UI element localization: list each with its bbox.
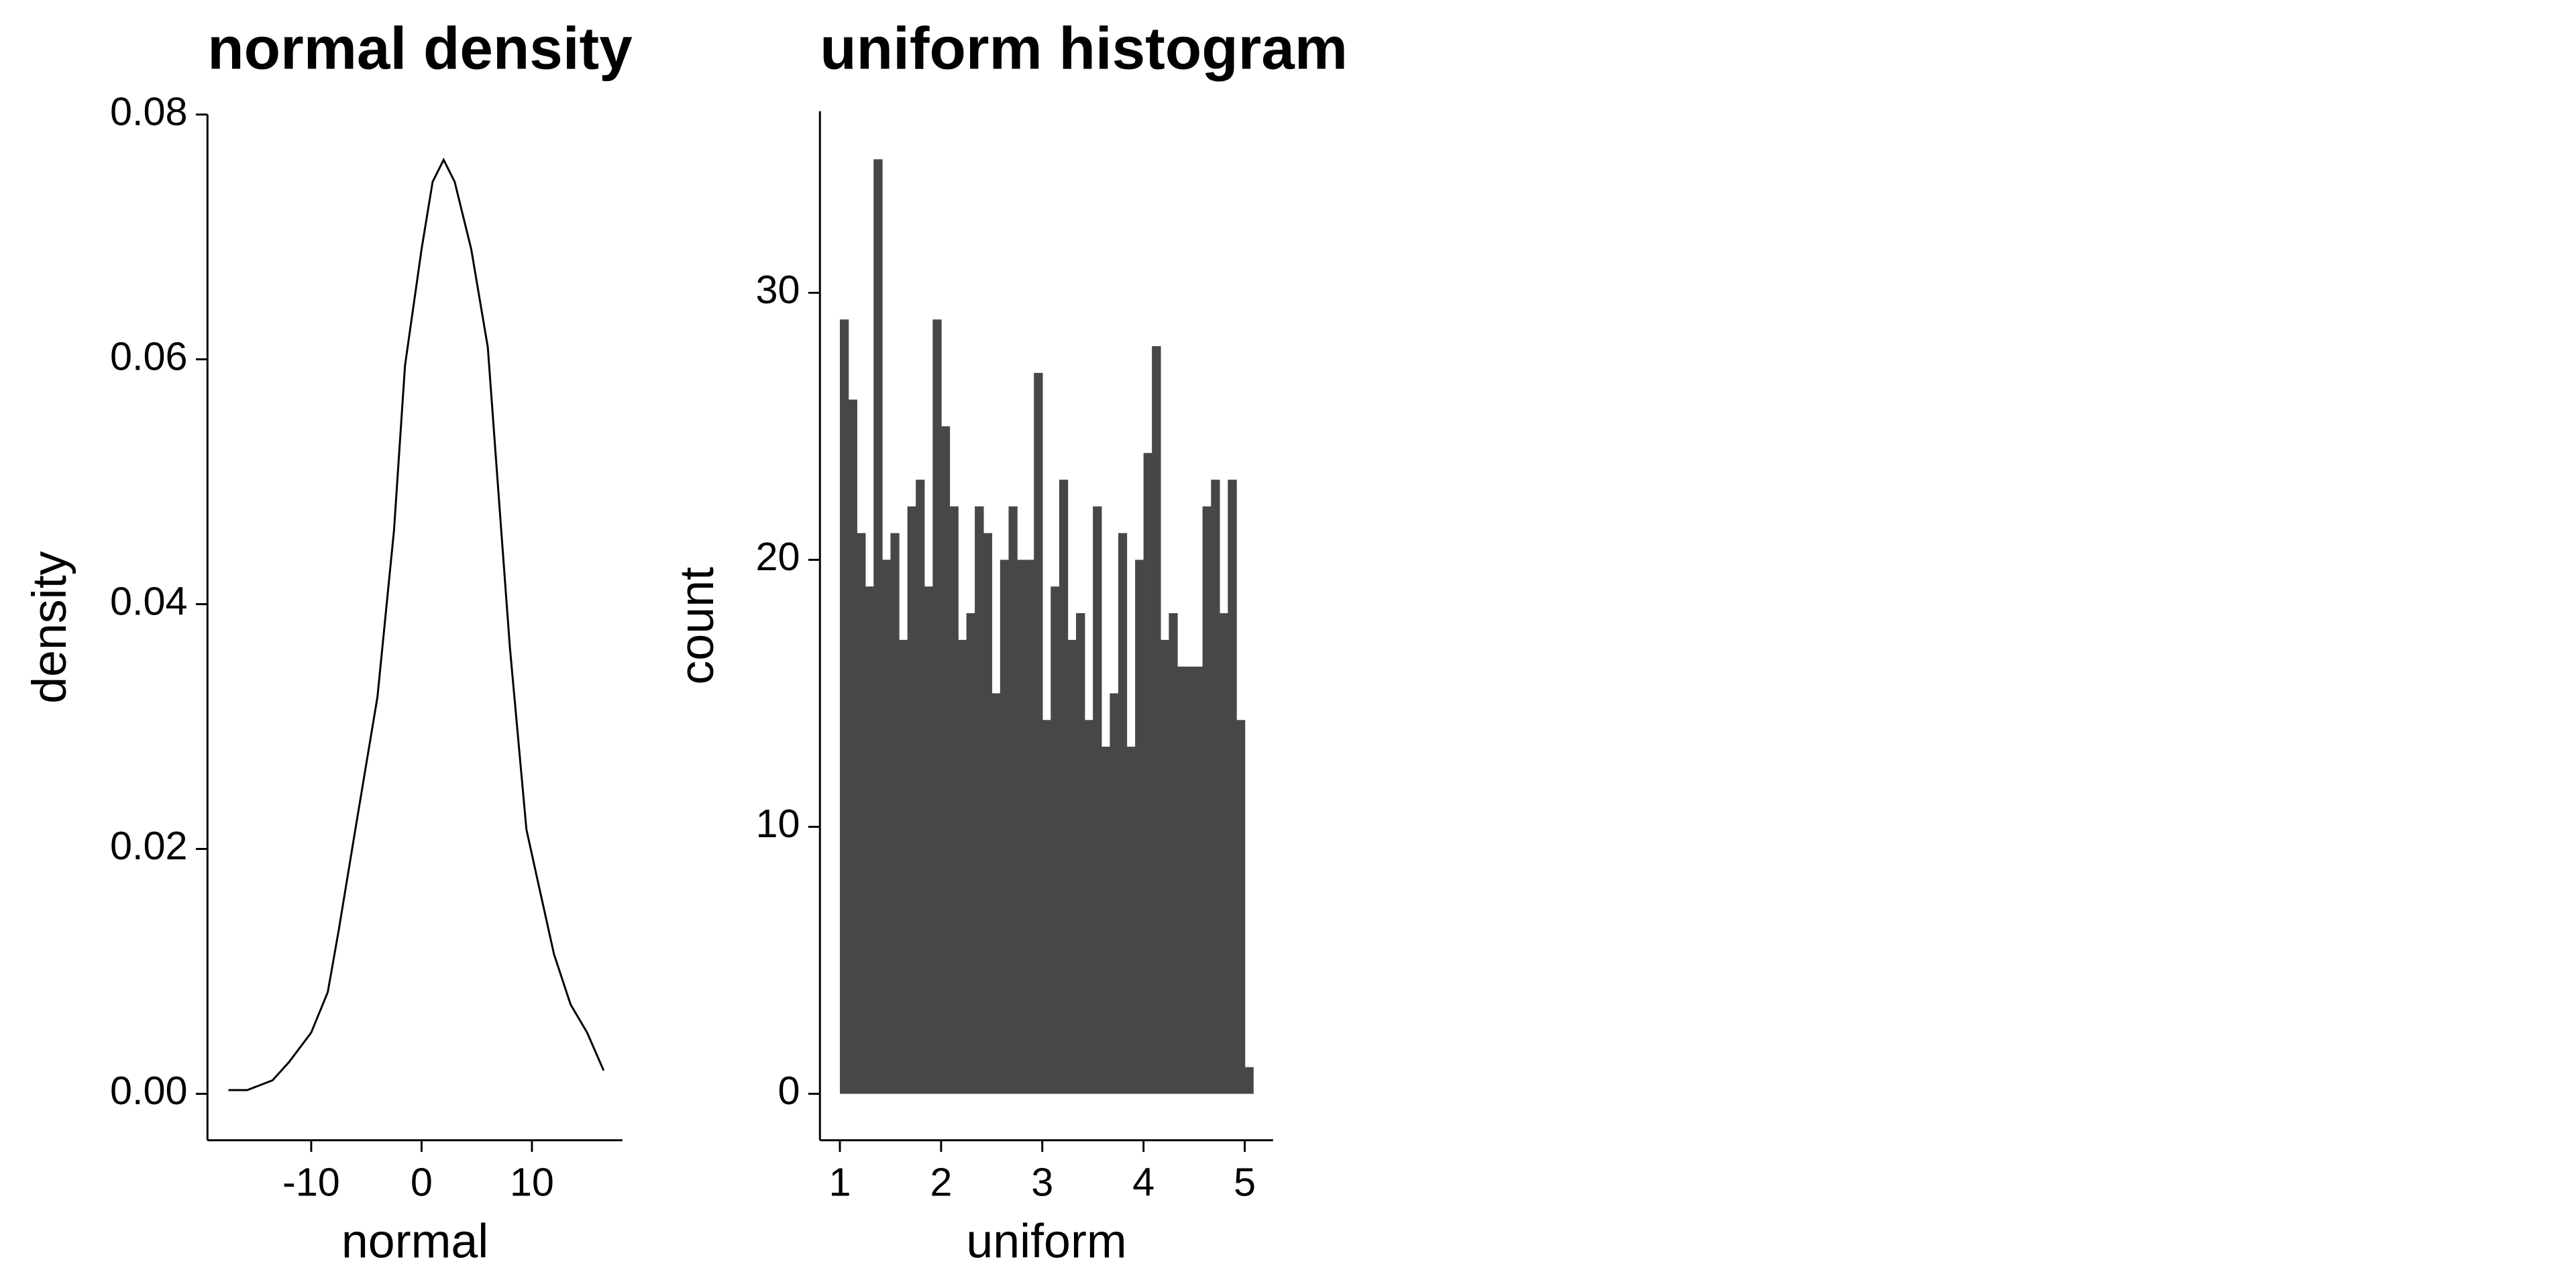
x-axis-label: uniform — [966, 1215, 1126, 1269]
x-tick-label: 2 — [930, 1159, 952, 1204]
histogram-bar — [1042, 720, 1052, 1094]
histogram-bar — [991, 693, 1001, 1094]
histogram-bar — [865, 586, 874, 1094]
x-tick-label: 1 — [828, 1159, 851, 1204]
histogram-bar — [1101, 747, 1111, 1094]
histogram-bar — [983, 533, 993, 1094]
y-tick-label: 10 — [756, 801, 800, 846]
chart-title: uniform histogram — [820, 15, 1348, 82]
x-tick-label: 3 — [1031, 1159, 1053, 1204]
histogram-bar — [975, 506, 984, 1094]
histogram-bar — [949, 506, 959, 1094]
histogram-bar — [848, 399, 857, 1094]
histogram-bar — [907, 506, 916, 1094]
histogram-bar — [1236, 720, 1246, 1094]
x-axis-label: normal — [341, 1215, 488, 1269]
histogram-bar — [1110, 693, 1119, 1094]
histogram-bar — [1219, 613, 1229, 1094]
histogram-bar — [1008, 506, 1018, 1094]
histogram-bar — [890, 533, 900, 1094]
histogram-bar — [941, 426, 951, 1094]
histogram-bar — [857, 533, 866, 1094]
y-tick-label: 0 — [778, 1068, 800, 1113]
histogram-bar — [1067, 639, 1077, 1094]
histogram-bar — [1202, 506, 1212, 1094]
y-tick-label: 30 — [756, 267, 800, 312]
histogram-bar — [1025, 559, 1034, 1094]
y-tick-label: 20 — [756, 534, 800, 579]
x-tick-label: 4 — [1132, 1159, 1155, 1204]
histogram-bar — [898, 639, 908, 1094]
histogram-bar — [1000, 559, 1010, 1094]
histogram-bar — [924, 586, 934, 1094]
histogram-bar — [1075, 613, 1085, 1094]
histogram-bar — [1059, 480, 1069, 1094]
x-tick-label: 0 — [411, 1159, 433, 1204]
histogram-bar — [932, 319, 942, 1094]
y-tick-label: 0.08 — [110, 89, 188, 133]
chart-title: normal density — [207, 15, 633, 82]
y-tick-label: 0.06 — [110, 333, 188, 378]
y-axis-label: density — [23, 551, 76, 703]
y-tick-label: 0.04 — [110, 578, 188, 623]
histogram-bar — [1135, 559, 1144, 1094]
x-tick-label: 10 — [510, 1159, 554, 1204]
histogram-bar — [1034, 372, 1043, 1094]
histogram-bar — [1169, 613, 1178, 1094]
histogram-bar — [1084, 720, 1093, 1094]
histogram-bar — [1160, 639, 1170, 1094]
histogram-bar — [1177, 666, 1187, 1094]
histogram-bar — [1185, 666, 1195, 1094]
histogram-bar — [1211, 480, 1220, 1094]
histogram-bar — [966, 613, 975, 1094]
histogram-bar — [873, 159, 883, 1094]
histogram-bar — [1051, 586, 1060, 1094]
density-line — [228, 157, 605, 1091]
histogram-bar — [1194, 666, 1203, 1094]
histogram-bar — [1126, 747, 1136, 1094]
histogram-bar — [881, 559, 892, 1094]
y-axis-label: count — [670, 567, 724, 685]
histogram-bar — [1093, 506, 1102, 1094]
histogram-bar — [916, 480, 925, 1094]
x-tick-label: -10 — [282, 1159, 340, 1204]
histogram-bar — [1017, 559, 1026, 1094]
histogram-bar — [958, 639, 967, 1094]
y-tick-label: 0.02 — [110, 823, 188, 868]
histogram-bar — [1118, 533, 1128, 1094]
y-tick-label: 0.00 — [110, 1068, 188, 1113]
histogram-bar — [1152, 346, 1161, 1094]
histogram-bar — [1244, 1067, 1254, 1094]
x-tick-label: 5 — [1234, 1159, 1256, 1204]
histogram-bar — [1143, 453, 1152, 1094]
histogram-bar — [839, 319, 849, 1094]
histogram-bar — [1228, 480, 1237, 1094]
